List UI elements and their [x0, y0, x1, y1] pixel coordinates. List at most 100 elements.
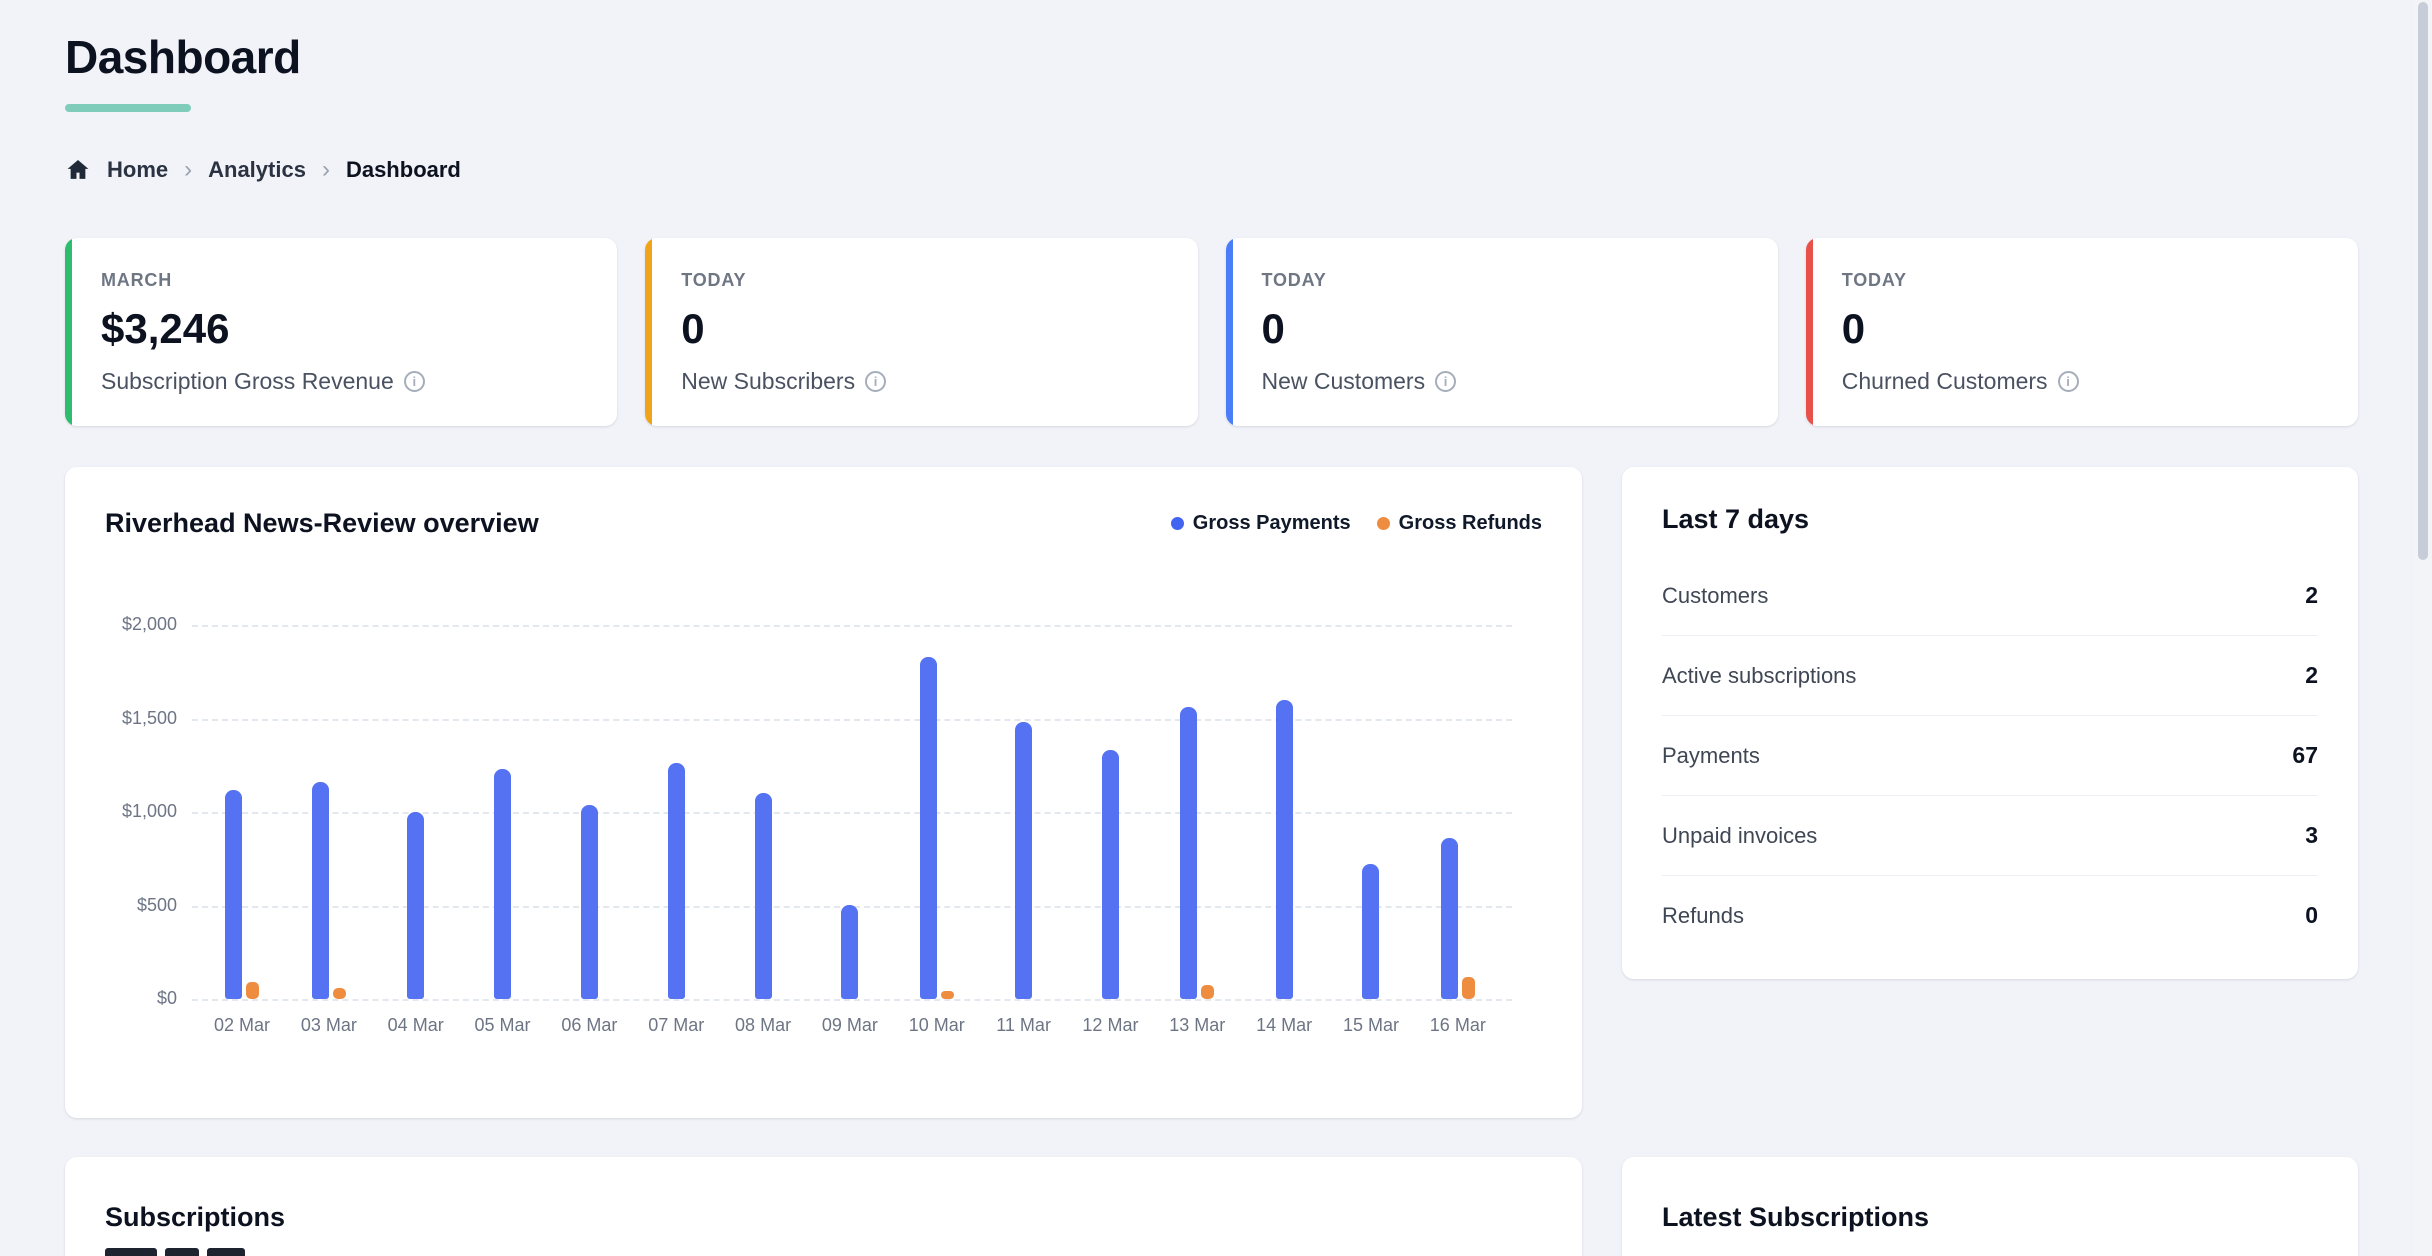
x-axis-tick: 07 Mar	[648, 1015, 705, 1035]
stat-card-new-subscribers: TODAY 0 New Subscribers i	[645, 238, 1198, 426]
accent-bar	[1225, 238, 1233, 426]
bar-gross-payments[interactable]	[1440, 838, 1458, 999]
bar-gross-refunds[interactable]	[246, 982, 259, 999]
chart-gridline	[192, 999, 1512, 1001]
stat-card-churned-customers: TODAY 0 Churned Customers i	[1805, 238, 2358, 426]
bar-gross-payments[interactable]	[1101, 750, 1119, 999]
stat-period: TODAY	[681, 270, 747, 290]
x-axis-tick: 03 Mar	[300, 1015, 357, 1035]
y-axis-tick: $2,000	[121, 614, 177, 634]
clipped-content	[105, 1248, 1542, 1256]
chart-header: Riverhead News-Review overview Gross Pay…	[105, 507, 1542, 540]
summary-row-customers: Customers 2	[1662, 556, 2318, 636]
x-axis-tick: 10 Mar	[908, 1015, 965, 1035]
bar-group-14-mar[interactable]: 14 Mar	[1256, 625, 1312, 1035]
bar-group-02-mar[interactable]: 02 Mar	[214, 625, 270, 1035]
summary-label: Payments	[1662, 742, 1760, 768]
summary-row-active-subscriptions: Active subscriptions 2	[1662, 636, 2318, 716]
stat-label-text: New Subscribers	[681, 368, 856, 394]
scrollbar[interactable]	[2414, 0, 2432, 1256]
breadcrumb-current: Dashboard	[345, 157, 461, 182]
bar-gross-payments[interactable]	[1275, 700, 1293, 999]
bar-group-04-mar[interactable]: 04 Mar	[388, 625, 444, 1035]
summary-row-refunds: Refunds 0	[1662, 876, 2318, 955]
bar-group-03-mar[interactable]: 03 Mar	[301, 625, 357, 1035]
bar-gross-payments[interactable]	[841, 905, 859, 999]
legend-item-gross-payments[interactable]: Gross Payments	[1170, 512, 1351, 535]
page-header: Dashboard Home › Analytics › Dashboard	[65, 30, 2358, 184]
breadcrumb-home[interactable]: Home	[107, 157, 169, 182]
scrollbar-thumb[interactable]	[2418, 2, 2428, 560]
legend-item-gross-refunds[interactable]: Gross Refunds	[1376, 512, 1542, 535]
bar-gross-payments[interactable]	[667, 763, 685, 999]
bar-gross-payments[interactable]	[580, 805, 598, 999]
summary-value: 0	[2305, 902, 2318, 928]
bar-group-16-mar[interactable]: 16 Mar	[1430, 625, 1486, 1035]
stat-label-text: Subscription Gross Revenue	[101, 368, 394, 394]
chart-title: Riverhead News-Review overview	[105, 508, 539, 538]
bar-gross-payments[interactable]	[225, 790, 242, 999]
chart-bars-area: 02 Mar 03 Mar 04 Mar 05 Mar 06 Mar 07 Mar 08 M…	[192, 625, 1542, 1035]
bar-gross-payments[interactable]	[919, 657, 937, 999]
page-title: Dashboard	[65, 31, 301, 83]
legend-label: Gross Refunds	[1398, 512, 1542, 534]
subscriptions-title: Subscriptions	[105, 1202, 286, 1232]
chevron-right-icon: ›	[184, 156, 193, 183]
bar-gross-refunds[interactable]	[940, 991, 954, 999]
chart-gridline	[192, 812, 1512, 814]
summary-value: 2	[2305, 662, 2318, 688]
bar-gross-refunds[interactable]	[1461, 977, 1475, 999]
stat-period: MARCH	[101, 270, 172, 290]
bar-gross-payments[interactable]	[1180, 707, 1198, 999]
bar-group-11-mar[interactable]: 11 Mar	[996, 625, 1051, 1035]
bar-gross-payments[interactable]	[754, 793, 772, 999]
x-axis-tick: 04 Mar	[387, 1015, 444, 1035]
bar-gross-payments[interactable]	[407, 812, 425, 999]
stat-value: 0	[1261, 305, 1285, 352]
bar-group-12-mar[interactable]: 12 Mar	[1082, 625, 1138, 1035]
summary-row-unpaid-invoices: Unpaid invoices 3	[1662, 796, 2318, 876]
info-icon[interactable]: i	[403, 371, 425, 392]
bar-group-05-mar[interactable]: 05 Mar	[475, 625, 531, 1035]
bar-group-10-mar[interactable]: 10 Mar	[909, 625, 965, 1035]
stat-label-text: Churned Customers	[1841, 368, 2048, 394]
bar-gross-refunds[interactable]	[1201, 985, 1215, 999]
x-axis-tick: 16 Mar	[1429, 1015, 1486, 1035]
bar-group-08-mar[interactable]: 08 Mar	[735, 625, 791, 1035]
breadcrumb-analytics[interactable]: Analytics	[208, 157, 306, 182]
x-axis-tick: 11 Mar	[996, 1015, 1051, 1035]
legend-dot-payments-icon	[1170, 517, 1184, 530]
bar-group-09-mar[interactable]: 09 Mar	[822, 625, 878, 1035]
last-7-days-card: Last 7 days Customers 2 Active subscript…	[1622, 467, 2358, 979]
bar-gross-payments[interactable]	[494, 769, 512, 999]
dashboard-page: Dashboard Home › Analytics › Dashboard M…	[65, 0, 2358, 1256]
latest-subscriptions-title: Latest Subscriptions	[1662, 1202, 1930, 1232]
bar-group-06-mar[interactable]: 06 Mar	[561, 625, 617, 1035]
bar-group-13-mar[interactable]: 13 Mar	[1169, 625, 1225, 1035]
x-axis-tick: 14 Mar	[1256, 1015, 1313, 1035]
accent-bar	[65, 238, 72, 426]
y-axis-tick: $0	[156, 988, 177, 1008]
info-icon[interactable]: i	[865, 371, 887, 392]
stat-card-gross-revenue: MARCH $3,246 Subscription Gross Revenue …	[65, 238, 618, 426]
bar-chart: $0 $500 $1,000 $1,500 $2,000 02 Mar 03 Mar 04 M…	[105, 614, 1542, 1059]
info-icon[interactable]: i	[2057, 371, 2079, 392]
clipped-text-fragment	[165, 1248, 199, 1256]
x-axis-tick: 05 Mar	[474, 1015, 531, 1035]
stat-label: New Subscribers i	[681, 368, 1161, 395]
chart-gridline	[192, 718, 1512, 721]
home-icon[interactable]	[65, 157, 91, 183]
bar-group-07-mar[interactable]: 07 Mar	[648, 625, 704, 1035]
bar-gross-payments[interactable]	[311, 782, 329, 999]
summary-value: 67	[2292, 742, 2318, 768]
stat-value: $3,246	[101, 305, 230, 352]
latest-subscriptions-card: Latest Subscriptions	[1622, 1157, 2358, 1256]
stat-period: TODAY	[1261, 270, 1327, 290]
bar-gross-payments[interactable]	[1015, 722, 1033, 999]
bar-group-15-mar[interactable]: 15 Mar	[1343, 625, 1399, 1035]
info-icon[interactable]: i	[1435, 371, 1457, 392]
overview-chart-card: Riverhead News-Review overview Gross Pay…	[65, 467, 1582, 1118]
bar-gross-refunds[interactable]	[332, 988, 346, 999]
stat-value: 0	[1841, 305, 1866, 352]
bar-gross-payments[interactable]	[1362, 864, 1380, 999]
